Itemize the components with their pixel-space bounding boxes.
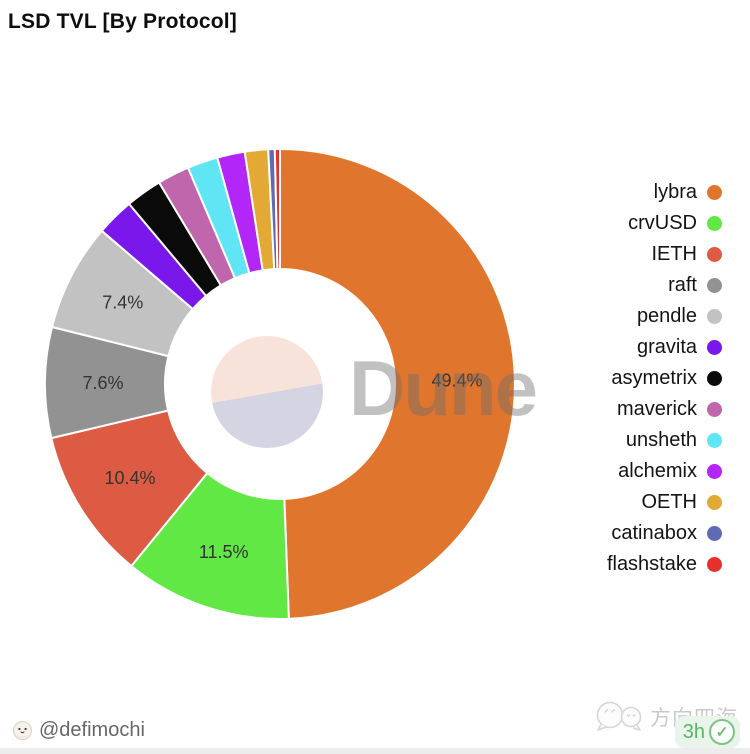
legend-color-dot [707, 557, 722, 572]
slice-label-raft: 7.6% [82, 373, 123, 393]
legend-item-maverick[interactable]: maverick [607, 394, 722, 425]
legend-label: IETH [651, 243, 697, 265]
legend-color-dot [707, 495, 722, 510]
legend-item-gravita[interactable]: gravita [607, 332, 722, 363]
mochi-avatar-icon [13, 721, 32, 740]
legend-item-raft[interactable]: raft [607, 270, 722, 301]
legend-color-dot [707, 340, 722, 355]
timestamp-text: 3h [682, 720, 705, 743]
legend-item-asymetrix[interactable]: asymetrix [607, 363, 722, 394]
slice-lybra[interactable] [279, 148, 516, 620]
legend-label: maverick [616, 398, 697, 420]
author-attribution: @defimochi [13, 719, 145, 742]
legend-label: catinabox [611, 522, 697, 544]
legend-item-unsheth[interactable]: unsheth [607, 425, 722, 456]
legend-item-crvUSD[interactable]: crvUSD [607, 208, 722, 239]
legend-color-dot [707, 371, 722, 386]
legend-label: crvUSD [628, 212, 697, 234]
slice-label-pendle: 7.4% [102, 293, 143, 313]
legend-color-dot [707, 433, 722, 448]
legend-item-OETH[interactable]: OETH [607, 487, 722, 518]
slice-label-crvUSD: 11.5% [199, 542, 249, 562]
legend-color-dot [707, 216, 722, 231]
legend-color-dot [707, 278, 722, 293]
timestamp-badge: 3h ✓ [674, 716, 740, 748]
legend-item-lybra[interactable]: lybra [607, 177, 722, 208]
legend-label: gravita [636, 336, 697, 358]
chart-legend: lybra crvUSD IETH raft pendle gravita asymetri… [607, 177, 722, 580]
legend-color-dot [707, 402, 722, 417]
legend-color-dot [707, 309, 722, 324]
slice-label-IETH: 10.4% [104, 468, 155, 488]
legend-label: OETH [641, 491, 697, 513]
legend-label: alchemix [618, 460, 697, 482]
legend-label: unsheth [625, 429, 697, 451]
bottom-edge-divider [0, 748, 750, 754]
slice-label-lybra: 49.4% [431, 371, 482, 391]
legend-label: lybra [653, 181, 697, 203]
legend-label: asymetrix [611, 367, 697, 389]
legend-item-catinabox[interactable]: catinabox [607, 518, 722, 549]
legend-item-IETH[interactable]: IETH [607, 239, 722, 270]
legend-label: pendle [636, 305, 697, 327]
legend-label: raft [668, 274, 697, 296]
verified-check-icon: ✓ [709, 719, 735, 745]
legend-color-dot [707, 185, 722, 200]
legend-color-dot [707, 526, 722, 541]
legend-item-alchemix[interactable]: alchemix [607, 456, 722, 487]
chart-title: LSD TVL [By Protocol] [8, 10, 237, 33]
legend-label: flashstake [606, 553, 697, 575]
author-handle: @defimochi [39, 719, 145, 741]
legend-item-pendle[interactable]: pendle [607, 301, 722, 332]
legend-color-dot [707, 247, 722, 262]
legend-color-dot [707, 464, 722, 479]
slice-flashstake[interactable] [273, 148, 281, 271]
legend-item-flashstake[interactable]: flashstake [607, 549, 722, 580]
